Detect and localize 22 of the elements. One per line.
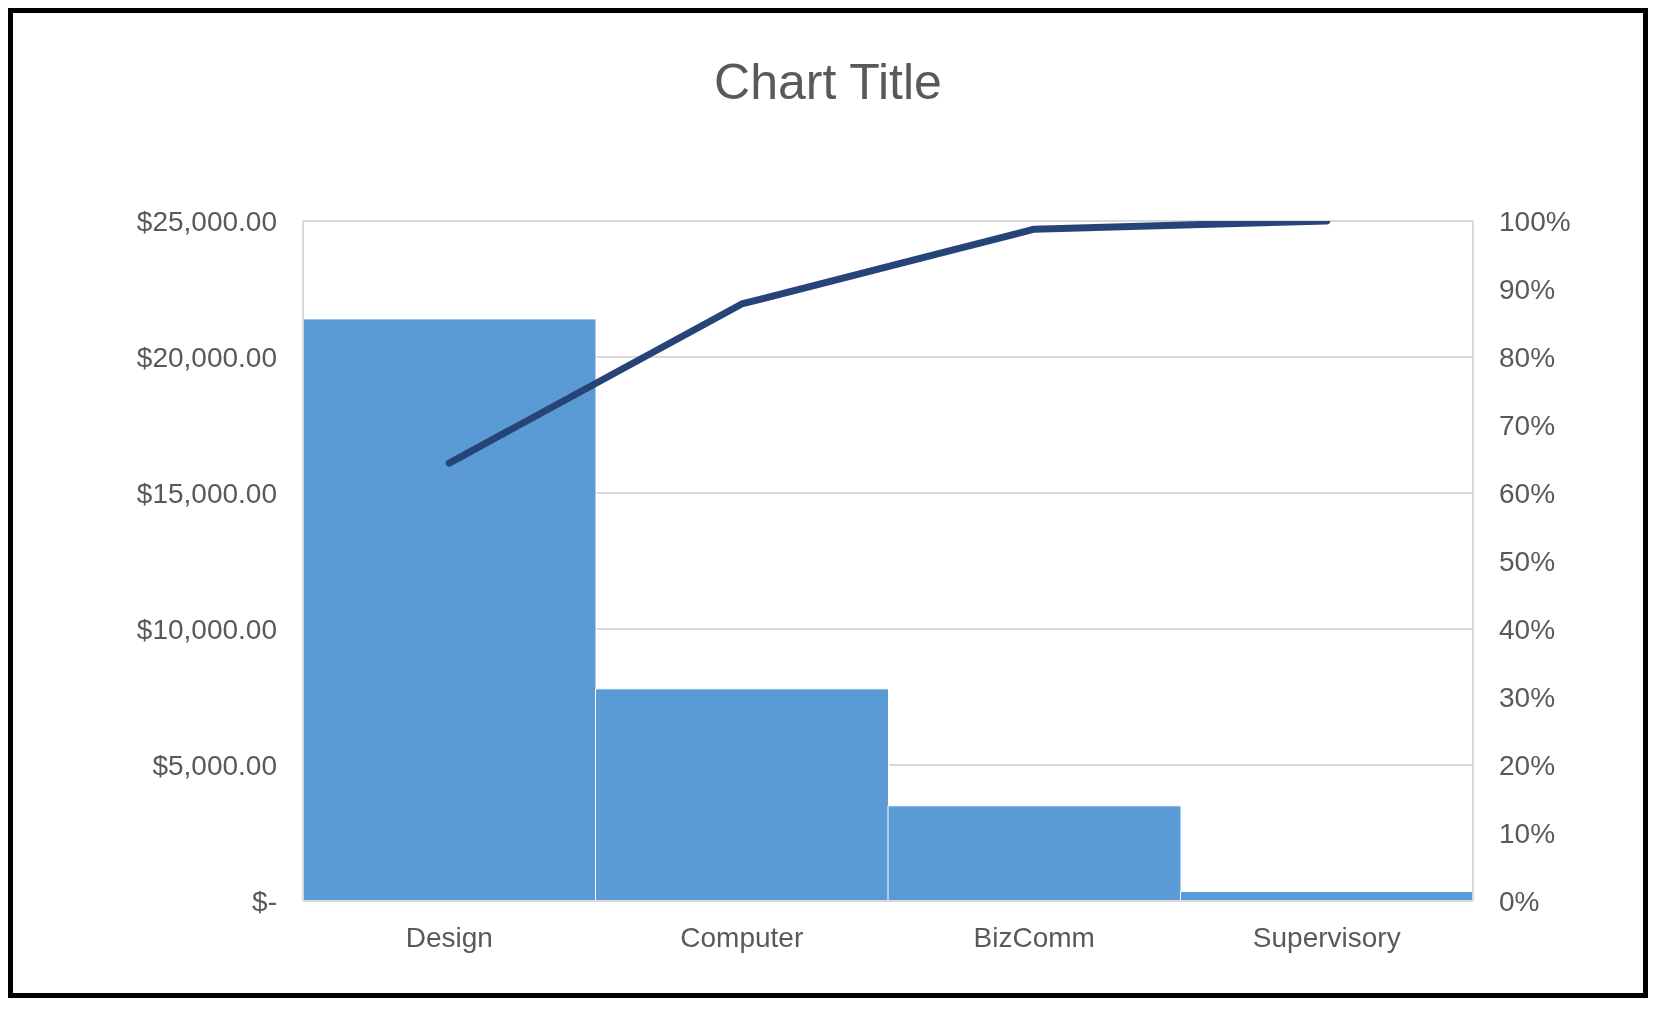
y-tick-label: $15,000.00 (136, 477, 277, 509)
y-tick-label: $25,000.00 (136, 205, 277, 237)
y-tick-label: $5,000.00 (152, 749, 277, 781)
y2-tick-label: 40% (1499, 613, 1556, 645)
y2-tick-label: 100% (1499, 205, 1571, 237)
x-tick-label: Computer (680, 921, 804, 953)
y2-tick-label: 50% (1499, 545, 1556, 577)
y2-tick-label: 10% (1499, 817, 1556, 849)
y-tick-label: $- (252, 885, 277, 917)
chart-title: Chart Title (713, 53, 943, 111)
y2-tick-label: 20% (1499, 749, 1556, 781)
y2-tick-label: 80% (1499, 341, 1556, 373)
x-tick-label: BizComm (973, 921, 1095, 953)
y2-tick-label: 60% (1499, 477, 1556, 509)
y-tick-label: $20,000.00 (136, 341, 277, 373)
y-tick-label: $10,000.00 (136, 613, 277, 645)
x-tick-label: Design (405, 921, 493, 953)
x-tick-label: Supervisory (1252, 921, 1401, 953)
y2-tick-label: 70% (1499, 409, 1556, 441)
y2-tick-label: 30% (1499, 681, 1556, 713)
y2-tick-label: 90% (1499, 273, 1556, 305)
y2-tick-label: 0% (1499, 885, 1540, 917)
